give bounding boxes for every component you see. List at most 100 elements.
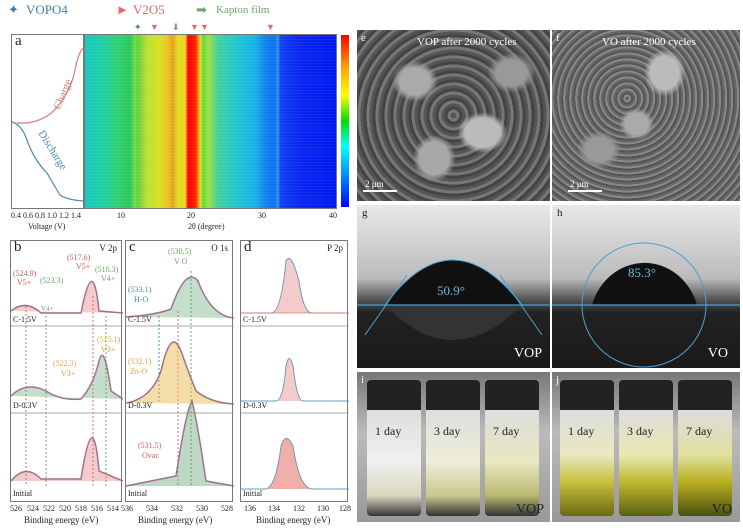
tick: 130 (317, 504, 329, 513)
vial-label: 3 day (627, 424, 654, 438)
row-label: D-0.3V (243, 401, 268, 410)
annotation: V4+ (101, 274, 116, 283)
axis-label: 2θ (degree) (188, 222, 225, 231)
tick: 524 (27, 504, 39, 513)
tick: 518 (75, 504, 87, 513)
panel-letter: a (15, 33, 22, 49)
contact-angle-value: 50.9° (437, 283, 465, 298)
kapton-marker-icon: ➡ (196, 2, 207, 17)
v2o5-peak-icon: ▼ (266, 22, 275, 32)
vopo4-marker-icon: ✦ (8, 2, 19, 17)
axis-label: Binding energy (eV) (256, 515, 331, 525)
annotation: H-O (134, 295, 149, 304)
panel-title: O 1s (211, 243, 228, 253)
xrd-heatmap-streaks (85, 35, 336, 208)
contact-angle-vop: g 50.9° VOP (357, 205, 550, 368)
droplet (357, 259, 550, 340)
tick: 532 (171, 504, 183, 513)
panel-letter: b (14, 239, 22, 255)
v2p-spectra: V4+ (10, 280, 124, 486)
legend-vopo4: VOPO4 (26, 2, 68, 17)
xps-p2p-plot: d P 2p C-1.5V D-0.3V Initial (240, 239, 349, 502)
tick: 534 (146, 504, 158, 513)
row-label: Initial (243, 489, 263, 498)
legend: ✦ VOPO4 ► V2O5 ➡ Kapton film (8, 2, 348, 20)
xps-v2p-plot: V4+ b V 2p (524.9) V5+ (523.3) (517.6) V… (10, 239, 124, 502)
legend-v2o5: V2O5 (133, 2, 165, 17)
sample-label: VO (707, 346, 728, 361)
axis-label: Binding energy (eV) (24, 515, 99, 525)
tick: 132 (293, 504, 305, 513)
panel-letter: i (361, 374, 365, 386)
scale-label: 2 μm (570, 179, 589, 189)
annotation: V O (174, 257, 188, 266)
tick: 0.4 (11, 211, 21, 220)
sample-label: VO (711, 502, 732, 517)
tick: 40 (329, 211, 337, 220)
v2o5-peak-icon: ▼ (200, 22, 209, 32)
tick: 136 (244, 504, 256, 513)
vial-label: 7 day (686, 424, 713, 438)
panel-letter: j (556, 374, 560, 386)
annotation: (531.5) (138, 441, 162, 450)
tick: 0.8 (35, 211, 45, 220)
annotation: V5+ (17, 278, 32, 287)
o1s-spectra (125, 271, 235, 487)
peak-markers: ✦ ▼ ⬇ ▼ ▼ ▼ (0, 22, 350, 34)
panel-letter: g (362, 207, 368, 219)
v2o5-peak-icon: ▼ (150, 22, 159, 32)
vopo4-peak-icon: ✦ (134, 22, 142, 32)
row-label: C-1.5V (243, 315, 267, 324)
vial-photo-vop: i 1 day 3 day 7 day VOP (357, 372, 550, 522)
tick: 536 (121, 504, 133, 513)
sample-label: VOP (515, 502, 544, 517)
voltage-profile-plot: a Charge Discharge (11, 33, 85, 209)
panel-letter: d (244, 239, 252, 255)
xps-o1s-plot: c O 1s (530.5) V O (533.1) H-O (532.1) Z… (125, 239, 235, 502)
colorbar (341, 35, 349, 207)
kapton-peak-icon: ⬇ (172, 22, 180, 32)
v2o5-peak-icon: ▼ (190, 22, 199, 32)
contact-angle-value: 85.3° (628, 265, 656, 280)
panel-letter: c (129, 239, 136, 255)
annotation: V3+ (101, 345, 116, 354)
annotation: (517.6) (67, 253, 91, 262)
tick: 1.4 (71, 211, 81, 220)
annotation: Ovac (142, 451, 159, 460)
panel-title: P 2p (327, 243, 343, 253)
tick: 0.6 (23, 211, 33, 220)
v2o5-marker-icon: ► (116, 2, 129, 17)
row-label: Initial (13, 489, 33, 498)
tick: 30 (258, 211, 266, 220)
row-label: Initial (128, 489, 148, 498)
tick: 526 (10, 504, 22, 513)
annotation: V3+ (61, 369, 76, 378)
vial-label: 3 day (434, 424, 461, 438)
row-label: D-0.3V (13, 401, 38, 410)
tick: 528 (221, 504, 233, 513)
panel-title: V 2p (99, 243, 117, 253)
tick: 516 (91, 504, 103, 513)
scale-bar (568, 190, 602, 192)
scale-bar (363, 190, 397, 192)
annotation: (533.1) (128, 285, 152, 294)
annotation: (523.3) (40, 276, 64, 285)
legend-kapton: Kapton film (216, 4, 270, 16)
tick: 10 (117, 211, 125, 220)
tick: 134 (268, 504, 280, 513)
vial-label: 1 day (375, 424, 402, 438)
contact-angle-vo: h 85.3° VO (552, 205, 740, 368)
vial (560, 380, 614, 516)
axis-label: Binding energy (eV) (138, 515, 213, 525)
vial (678, 380, 732, 516)
xrd-heatmap (84, 34, 337, 209)
tick: 20 (187, 211, 195, 220)
sample-label: VOP (513, 346, 542, 361)
annotation: (515.1) (97, 335, 121, 344)
vial-label: 7 day (493, 424, 520, 438)
panel-letter: e (361, 32, 366, 44)
row-label: C-1.5V (128, 315, 152, 324)
droplet (552, 242, 740, 368)
tick: 530 (196, 504, 208, 513)
tick: 522 (43, 504, 55, 513)
